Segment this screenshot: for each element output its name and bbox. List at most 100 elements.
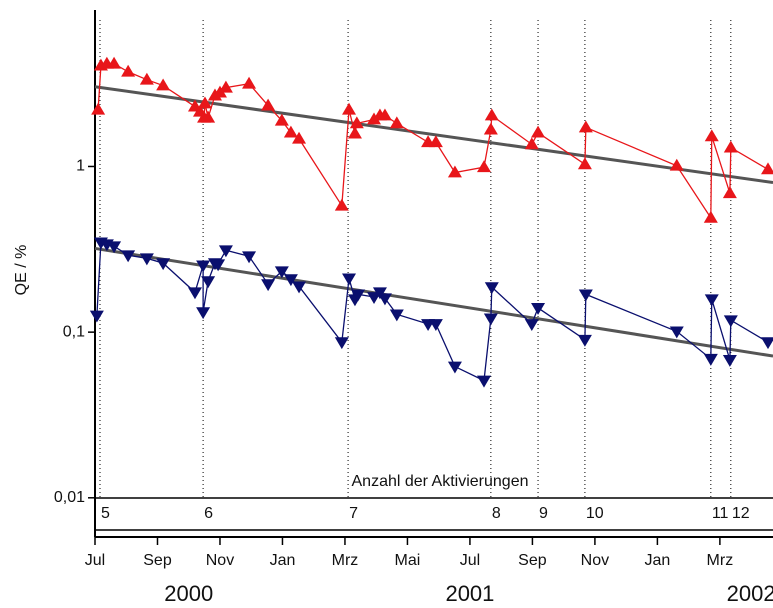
marker (242, 76, 257, 89)
x-tick-label: Mai (395, 552, 421, 569)
marker (524, 137, 539, 150)
marker (428, 319, 443, 331)
activation-label: 6 (204, 505, 213, 522)
marker (351, 289, 366, 302)
marker (669, 326, 684, 339)
marker (483, 313, 498, 326)
marker (342, 273, 357, 286)
marker (531, 125, 546, 138)
marker (377, 293, 392, 306)
x-tick-label: Jan (270, 552, 296, 569)
marker (761, 337, 773, 350)
marker (107, 56, 122, 69)
marker (242, 251, 257, 264)
marker (196, 307, 211, 320)
marker (723, 140, 738, 153)
marker (577, 157, 592, 170)
marker (139, 72, 154, 85)
marker (389, 309, 404, 322)
marker (704, 129, 719, 142)
x-tick-label: Jan (644, 552, 670, 569)
marker (372, 287, 387, 300)
marker (722, 354, 737, 367)
marker (761, 162, 773, 175)
y-axis-label: QE / % (13, 245, 30, 296)
marker (89, 310, 104, 323)
marker (447, 165, 462, 178)
marker (577, 334, 592, 347)
marker (703, 353, 718, 366)
series-line (96, 241, 769, 382)
marker (669, 158, 684, 171)
marker (261, 279, 276, 292)
activation-label: 9 (539, 505, 548, 522)
marker (476, 375, 491, 388)
marker (704, 294, 719, 307)
activation-label: 11 (712, 505, 729, 522)
fit-line (94, 246, 773, 358)
marker (524, 319, 539, 331)
activation-label: 10 (586, 505, 604, 522)
marker (274, 113, 289, 126)
marker (218, 245, 233, 258)
x-tick-label: Jul (85, 552, 105, 569)
marker (91, 102, 106, 115)
marker (367, 112, 382, 125)
y-tick-label: 0,1 (63, 323, 85, 340)
marker (342, 102, 357, 115)
marker (334, 337, 349, 350)
marker (349, 116, 364, 129)
marker (347, 126, 362, 139)
marker (722, 186, 737, 199)
marker (121, 250, 136, 263)
activation-label: 7 (349, 505, 358, 522)
activation-title: Anzahl der Aktivierungen (352, 473, 529, 490)
marker (274, 266, 289, 279)
marker (578, 120, 593, 133)
y-tick-label: 1 (76, 158, 85, 175)
marker (283, 125, 298, 138)
marker (197, 96, 212, 109)
marker (703, 210, 718, 223)
x-tick-label: Nov (581, 552, 609, 569)
marker (201, 110, 216, 123)
marker (196, 260, 211, 273)
marker (476, 160, 491, 173)
marker (261, 98, 276, 111)
activation-label: 8 (492, 505, 501, 522)
year-label: 2002 (727, 581, 773, 606)
marker (334, 198, 349, 211)
marker (156, 78, 171, 91)
marker (121, 64, 136, 77)
marker (483, 122, 498, 135)
marker (292, 281, 307, 294)
marker (211, 259, 226, 272)
marker (578, 289, 593, 302)
marker (723, 315, 738, 328)
marker (201, 276, 216, 289)
marker (484, 108, 499, 121)
activation-label: 5 (101, 505, 110, 522)
marker (389, 116, 404, 129)
marker (484, 282, 499, 295)
x-tick-label: Sep (143, 552, 172, 569)
marker (283, 274, 298, 287)
x-tick-label: Mrz (707, 552, 734, 569)
x-tick-label: Jul (460, 552, 480, 569)
marker (447, 361, 462, 374)
marker (156, 258, 171, 271)
marker (187, 287, 202, 300)
x-tick-label: Mrz (332, 552, 359, 569)
marker (531, 303, 546, 315)
x-tick-label: Nov (206, 552, 234, 569)
marker (139, 253, 154, 266)
marker (292, 131, 307, 144)
year-label: 2000 (164, 581, 213, 606)
x-tick-label: Sep (518, 552, 547, 569)
year-label: 2001 (445, 581, 494, 606)
marker (428, 135, 443, 148)
marker (107, 241, 122, 254)
marker (377, 108, 392, 121)
marker (218, 80, 233, 93)
